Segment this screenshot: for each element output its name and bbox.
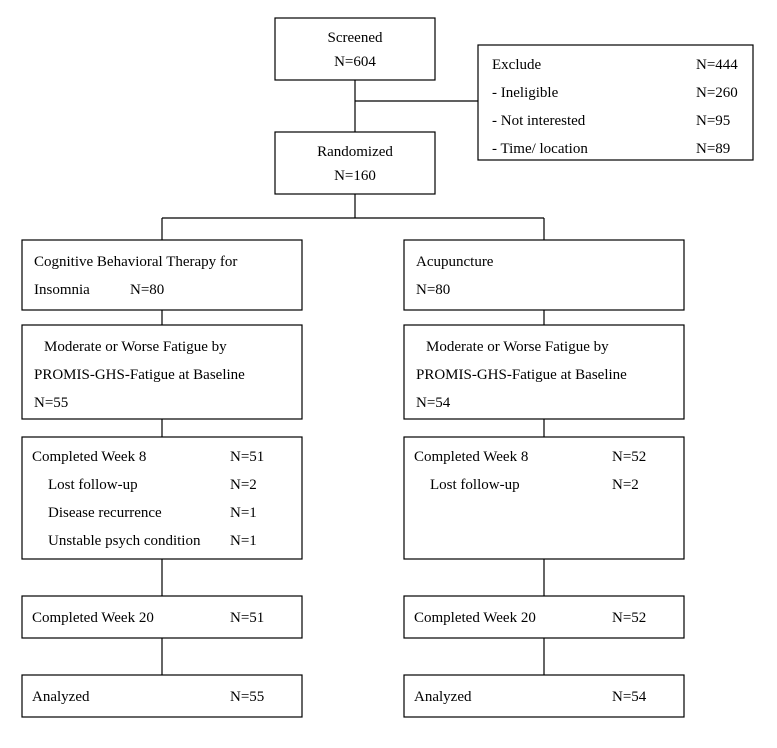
acu-week8-box-text: Lost follow-up bbox=[430, 477, 520, 493]
cbt-week20-box-text: Completed Week 20 bbox=[32, 610, 154, 626]
acu-baseline-box-text: PROMIS-GHS-Fatigue at Baseline bbox=[416, 367, 627, 383]
exclude-box-text: N=444 bbox=[696, 57, 738, 73]
acu-baseline-box: Moderate or Worse Fatigue by PROMIS-GHS-F… bbox=[404, 325, 684, 419]
cbt-week8-box-text: Disease recurrence bbox=[48, 505, 162, 521]
exclude-box-text: N=89 bbox=[696, 141, 730, 157]
flowchart: Screened N=604 Exclude N=444 - Ineligible N=2… bbox=[0, 0, 777, 748]
acu-week8-box-text: N=2 bbox=[612, 477, 639, 493]
exclude-box-text: Exclude bbox=[492, 57, 541, 73]
cbt-week8-box-text: Unstable psych condition bbox=[48, 533, 201, 549]
cbt-week8-box-text: N=1 bbox=[230, 505, 257, 521]
cbt-analyzed-box-text: N=55 bbox=[230, 689, 264, 705]
cbt-arm-box: Cognitive Behavioral Therapy for Insomnia… bbox=[22, 240, 302, 310]
cbt-week8-box-text: N=2 bbox=[230, 477, 257, 493]
acu-analyzed-box: Analyzed N=54 bbox=[404, 675, 684, 717]
acupuncture-arm-box-text: N=80 bbox=[416, 282, 450, 298]
screened-box-text: Screened bbox=[328, 30, 383, 46]
cbt-arm-box-text: Insomnia bbox=[34, 282, 90, 298]
acu-week20-box-text: N=52 bbox=[612, 610, 646, 626]
acu-week20-box-text: Completed Week 20 bbox=[414, 610, 536, 626]
cbt-week8-box-text: N=51 bbox=[230, 449, 264, 465]
cbt-week20-box-text: N=51 bbox=[230, 610, 264, 626]
cbt-baseline-box: Moderate or Worse Fatigue by PROMIS-GHS-F… bbox=[22, 325, 302, 419]
cbt-week8-box-text: Completed Week 8 bbox=[32, 449, 146, 465]
cbt-week8-box-text: N=1 bbox=[230, 533, 257, 549]
acu-week8-box-text: N=52 bbox=[612, 449, 646, 465]
exclude-box-text: - Ineligible bbox=[492, 85, 559, 101]
cbt-baseline-box-text: Moderate or Worse Fatigue by bbox=[44, 339, 227, 355]
cbt-arm-box-text: Cognitive Behavioral Therapy for bbox=[34, 254, 237, 270]
screened-box: Screened N=604 bbox=[275, 18, 435, 80]
exclude-box: Exclude N=444 - Ineligible N=260 - Not inter… bbox=[478, 45, 753, 160]
cbt-week8-box: Completed Week 8 N=51 Lost follow-up N=2 Dis… bbox=[22, 437, 302, 559]
exclude-box-text: N=260 bbox=[696, 85, 738, 101]
exclude-box-text: - Time/ location bbox=[492, 141, 588, 157]
cbt-analyzed-box-text: Analyzed bbox=[32, 689, 90, 705]
acu-week20-box: Completed Week 20 N=52 bbox=[404, 596, 684, 638]
acupuncture-arm-box: Acupuncture N=80 bbox=[404, 240, 684, 310]
cbt-baseline-box-text: PROMIS-GHS-Fatigue at Baseline bbox=[34, 367, 245, 383]
cbt-week8-box-text: Lost follow-up bbox=[48, 477, 138, 493]
acu-week8-box-text: Completed Week 8 bbox=[414, 449, 528, 465]
screened-box-text: N=604 bbox=[334, 54, 376, 70]
cbt-week20-box: Completed Week 20 N=51 bbox=[22, 596, 302, 638]
randomized-box-text: N=160 bbox=[334, 168, 376, 184]
acu-analyzed-box-text: N=54 bbox=[612, 689, 647, 705]
cbt-arm-box-text: N=80 bbox=[130, 282, 164, 298]
acu-baseline-box-text: N=54 bbox=[416, 395, 451, 411]
acu-analyzed-box-text: Analyzed bbox=[414, 689, 472, 705]
exclude-box-text: - Not interested bbox=[492, 113, 586, 129]
acupuncture-arm-box-text: Acupuncture bbox=[416, 254, 494, 270]
acu-week8-box: Completed Week 8 N=52 Lost follow-up N=2 bbox=[404, 437, 684, 559]
randomized-box: Randomized N=160 bbox=[275, 132, 435, 194]
cbt-analyzed-box: Analyzed N=55 bbox=[22, 675, 302, 717]
exclude-box-text: N=95 bbox=[696, 113, 730, 129]
cbt-baseline-box-text: N=55 bbox=[34, 395, 68, 411]
acu-baseline-box-text: Moderate or Worse Fatigue by bbox=[426, 339, 609, 355]
randomized-box-text: Randomized bbox=[317, 144, 393, 160]
